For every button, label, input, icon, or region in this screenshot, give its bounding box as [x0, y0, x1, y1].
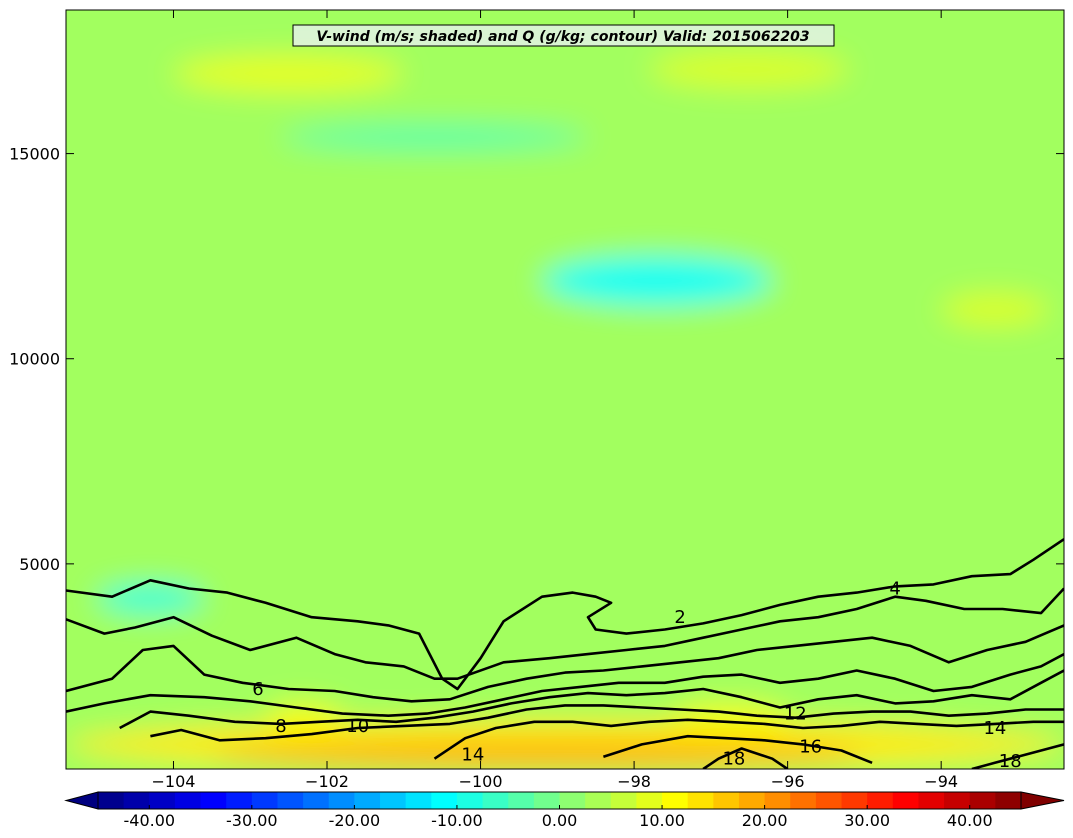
colorbar-extend-high — [1020, 791, 1065, 810]
vwind-region — [941, 293, 1049, 326]
colorbar-segment — [969, 792, 996, 809]
x-tick-label: −104 — [152, 772, 196, 791]
colorbar-segment — [867, 792, 894, 809]
x-axis: −104 −102 −100 −98 −96 −94 — [152, 10, 958, 791]
colorbar-segment — [123, 792, 150, 809]
contour-label: 18 — [999, 751, 1022, 772]
q-contour-18 — [702, 747, 789, 769]
q-contour-4 — [66, 587, 1064, 681]
colorbar-segment — [944, 792, 971, 809]
colorbar-segment — [533, 792, 561, 809]
colorbar-segment — [815, 792, 843, 809]
vwind-region — [173, 55, 404, 93]
colorbar-segment — [200, 792, 227, 809]
x-tick-label: −98 — [617, 772, 651, 791]
q-contour-16 — [603, 734, 873, 765]
vwind-region — [541, 256, 773, 306]
colorbar-segment — [226, 792, 253, 809]
colorbar-segment — [174, 792, 202, 809]
q-contour-6 — [66, 624, 1064, 703]
colorbar-tick-label: 20.00 — [742, 811, 788, 830]
colorbar-tick-label: 10.00 — [639, 811, 685, 830]
colorbar-tick-label: -40.00 — [123, 811, 175, 830]
q-contour-8 — [66, 652, 1064, 718]
colorbar-segment — [790, 792, 817, 809]
colorbar-tick-label: 30.00 — [844, 811, 890, 830]
colorbar-segment — [764, 792, 791, 809]
y-tick-label: 5000 — [19, 555, 60, 574]
vwind-region — [649, 51, 850, 88]
contour-label: 2 — [674, 607, 685, 628]
contour-label: 12 — [784, 704, 807, 725]
colorbar-extend-low — [64, 791, 99, 810]
colorbar: -40.00 -30.00 -20.00 -10.00 0.00 10.00 20.00 30… — [64, 791, 1065, 830]
colorbar-tick-label: 40.00 — [947, 811, 993, 830]
plot-frame — [65, 9, 1065, 770]
y-axis: 5000 10000 15000 — [9, 145, 1064, 574]
colorbar-segment — [687, 792, 714, 809]
colorbar-segment — [559, 792, 586, 809]
x-tick-label: −102 — [305, 772, 349, 791]
contour-label: 4 — [889, 578, 900, 599]
colorbar-tick-label: -10.00 — [431, 811, 483, 830]
q-contour-2 — [66, 538, 1064, 691]
contour-label: 8 — [275, 716, 286, 737]
colorbar-segment — [841, 792, 868, 809]
colorbar-segment — [610, 792, 638, 809]
colorbar-segment — [918, 792, 945, 809]
contour-label: 6 — [252, 679, 263, 700]
y-tick-label: 10000 — [9, 350, 60, 369]
contour-label: 16 — [799, 736, 822, 757]
colorbar-segment — [456, 792, 484, 809]
colorbar-segment — [738, 792, 766, 809]
vwind-region — [66, 10, 1064, 769]
vwind-region — [280, 124, 589, 150]
contour-label: 10 — [346, 716, 369, 737]
colorbar-segment — [354, 792, 381, 809]
q-contour-12 — [150, 704, 1064, 742]
colorbar-segment — [380, 792, 407, 809]
colorbar-segment — [98, 792, 125, 809]
colorbar-segment — [508, 792, 535, 809]
q-contour-10 — [119, 669, 1064, 730]
x-tick-label: −96 — [771, 772, 805, 791]
q-contour-18 — [971, 743, 1064, 769]
colorbar-segment — [482, 792, 509, 809]
contour-label: 14 — [461, 745, 484, 766]
colorbar-segment — [405, 792, 432, 809]
q-contour-lines — [66, 538, 1064, 769]
colorbar-tick-label: 0.00 — [542, 811, 578, 830]
q-contour-labels: 2 4 68 10 12 14 14 16 18 18 — [252, 578, 1022, 772]
colorbar-segment — [636, 792, 663, 809]
colorbar-segment — [431, 792, 458, 809]
colorbar-segment — [892, 792, 920, 809]
y-tick-label: 15000 — [9, 145, 60, 164]
colorbar-segment — [303, 792, 330, 809]
x-tick-label: −94 — [924, 772, 958, 791]
colorbar-segment — [251, 792, 279, 809]
colorbar-segment — [713, 792, 740, 809]
vwind-region — [211, 740, 865, 769]
colorbar-tick-label: -30.00 — [226, 811, 278, 830]
colorbar-tick-label: -20.00 — [329, 811, 381, 830]
contour-label: 14 — [983, 718, 1006, 739]
colorbar-segment — [277, 792, 304, 809]
vwind-shaded-field — [66, 10, 1064, 769]
x-tick-label: −100 — [459, 772, 503, 791]
colorbar-segment — [995, 792, 1022, 809]
colorbar-segment — [662, 792, 689, 809]
contour-label: 18 — [722, 749, 745, 770]
q-contour-14 — [433, 718, 1064, 760]
colorbar-segment — [328, 792, 355, 809]
plot-area: 2 4 68 10 12 14 14 16 18 18 — [66, 10, 1064, 772]
chart-title-box: V-wind (m/s; shaded) and Q (g/kg; contou… — [292, 24, 835, 47]
chart-title: V-wind (m/s; shaded) and Q (g/kg; contou… — [316, 29, 809, 45]
colorbar-segment — [149, 792, 176, 809]
colorbar-segment — [585, 792, 612, 809]
